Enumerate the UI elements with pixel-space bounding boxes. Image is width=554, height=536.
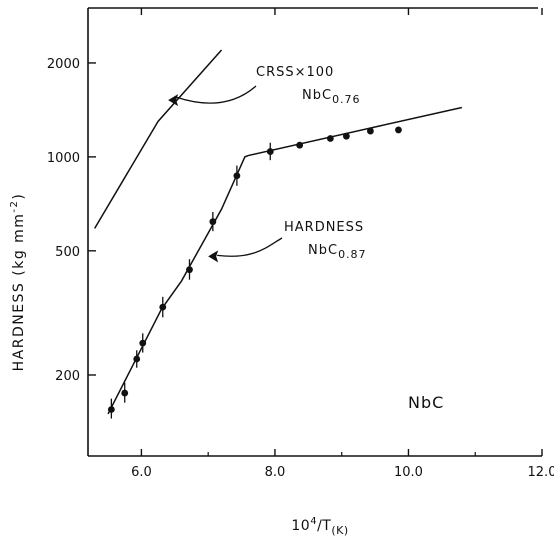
y-axis-label-close: ) — [11, 193, 27, 200]
y-tick-label: 500 — [55, 245, 80, 260]
hardness-data-point — [107, 406, 115, 413]
hardness-annotation-line1: HARDNESS — [284, 220, 364, 235]
crss-annotation-sub: 0.76 — [332, 93, 361, 106]
hardness-line — [107, 106, 463, 415]
y-axis-label-exp: -2 — [9, 200, 20, 213]
hardness-data-point — [342, 132, 350, 140]
x-axis-label-exp: 4 — [310, 516, 317, 527]
x-axis-label: 104/T(K) — [291, 516, 348, 536]
hardness-data-point — [326, 135, 334, 142]
hardness-annotation-line2: NbC0.87 — [308, 243, 367, 261]
x-axis-label-base: 10 — [291, 518, 310, 534]
crss-arrow — [175, 85, 257, 104]
hardness-data-point — [133, 355, 141, 363]
hardness-data-point — [159, 303, 167, 311]
hardness-data-point — [296, 141, 304, 149]
y-tick-label: 1000 — [47, 151, 80, 166]
crss-line — [94, 49, 223, 229]
hardness-data-point — [186, 266, 193, 274]
x-tick-label: 12.0 — [528, 465, 554, 480]
material-label: NbC — [408, 393, 444, 412]
hardness-data-point — [233, 172, 241, 180]
hardness-data-point — [139, 339, 147, 347]
hardness-data-point — [395, 126, 402, 134]
y-tick-label: 200 — [55, 369, 80, 384]
hardness-arrowhead — [208, 250, 219, 263]
x-axis-label-rest: /T — [317, 518, 331, 534]
hardness-annotation-sub: 0.87 — [338, 248, 367, 261]
x-tick-label: 8.0 — [265, 465, 286, 480]
crss-annotation-line1: CRSS×100 — [256, 65, 334, 80]
y-tick-label: 2000 — [47, 57, 80, 72]
x-tick-label: 6.0 — [131, 465, 152, 480]
hardness-data-point — [266, 148, 274, 155]
crss-arrowhead — [168, 94, 179, 107]
hardness-data-point — [209, 218, 217, 226]
crss-annotation-base: NbC — [302, 88, 332, 103]
y-axis-label: HARDNESS (kg mm-2) — [9, 193, 27, 372]
crss-annotation-line2: NbC0.76 — [302, 88, 361, 106]
x-tick-label: 10.0 — [394, 465, 423, 480]
x-axis-label-sub: (K) — [331, 524, 348, 536]
hardness-arrow — [217, 237, 283, 257]
hardness-data-point — [367, 127, 374, 135]
y-axis-label-main: HARDNESS (kg mm — [11, 213, 27, 372]
hardness-data-point — [121, 389, 129, 397]
hardness-annotation-base: NbC — [308, 243, 338, 258]
